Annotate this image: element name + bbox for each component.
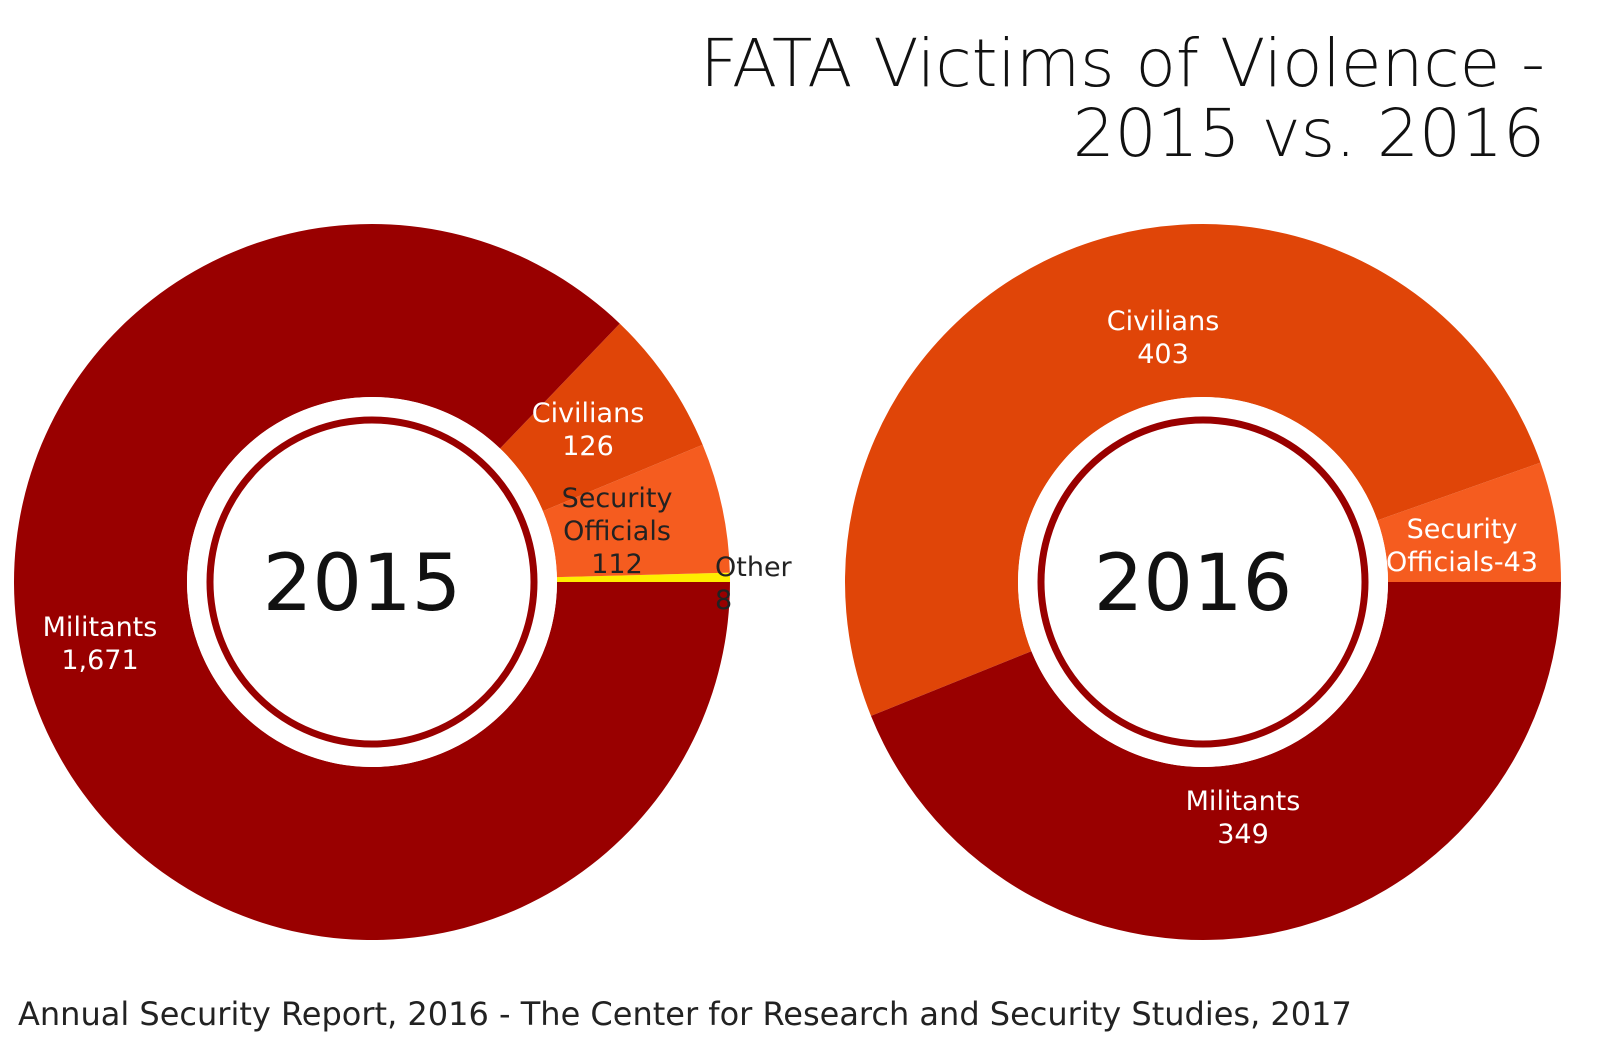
center-ring [1037,416,1369,748]
slice-security-officials-2016 [1377,462,1561,582]
slice-militants-2015 [13,223,730,940]
data-label-civilians: Civilians 403 [1107,306,1220,370]
donut-hole [187,397,557,767]
donut-hole [1018,397,1388,767]
donut-2016: 2016 Militants 349 Civilians 403 Security Offi… [845,224,1561,940]
slice-other-2015 [556,572,730,582]
data-label-security-officials: Security Officials 112 [562,483,673,580]
chart-title-line-1: FATA Victims of Violence - [700,25,1545,102]
center-ring [206,416,538,748]
donut-2015: 2015 Militants 1,671 Civilians 126 Security Of… [13,223,793,940]
slice-security-officials-2015 [542,444,730,578]
slice-militants-2016 [870,582,1561,940]
data-label-militants: Militants 349 [1186,786,1301,850]
center-year-label: 2015 [263,539,462,629]
slice-civilians-2016 [845,224,1541,716]
data-label-other: Other 8 [715,552,793,616]
data-label-militants: Militants 1,671 [43,612,158,676]
chart-title-line-2: 2015 vs. 2016 [1073,95,1545,172]
data-label-civilians: Civilians 126 [532,398,645,462]
source-caption: Annual Security Report, 2016 - The Cente… [18,995,1352,1033]
center-year-label: 2016 [1094,539,1293,629]
data-label-security-officials: Security Officials-43 [1386,514,1538,578]
slice-civilians-2015 [500,323,703,512]
